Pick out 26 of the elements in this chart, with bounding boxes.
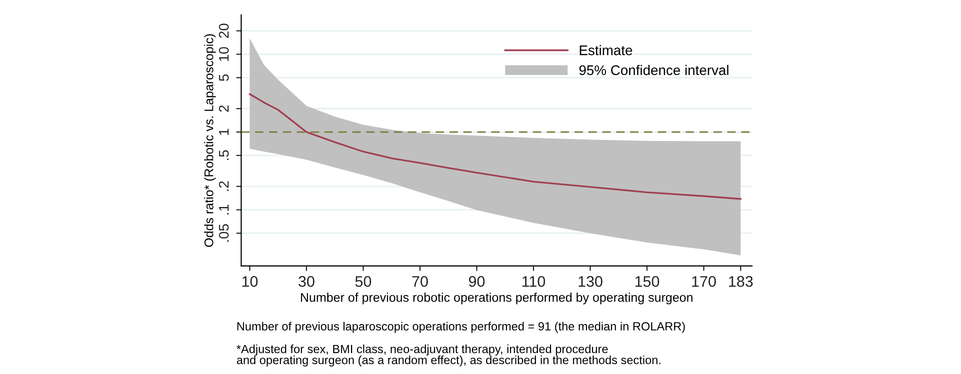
text: Number of previous laparoscopic operations performed = 91 (the median in ROLARR) [237,322,685,333]
x-tick-label: 50 [355,276,372,287]
y-tick-label: .1 [219,204,229,214]
text: *Adjusted for sex, BMI class, neo-adjuvant therapy, intended procedure and operating surgeon (as a random effect), as described in the methods section. [236,344,660,367]
y-tick-label: 1 [219,128,229,135]
x-tick-label: 110 [522,276,546,287]
x-tick-label: 183 [729,276,753,287]
y-axis-title: Odds ratio* (Robotic vs. Laparoscopic) [204,34,216,247]
y-tick-label: 5 [219,74,229,81]
y-tick-label: .05 [218,224,229,242]
y-tick-label: .5 [219,150,229,160]
line-series [248,93,742,200]
x-tick-label: 130 [578,276,602,287]
x-tick-label: 10 [242,276,258,287]
x-tick-label: 90 [468,276,485,287]
x-tick-label: 170 [692,276,716,287]
legend-label: Estimate [580,45,632,56]
y-tick-label: 2 [218,105,229,112]
x-tick-label: 30 [298,276,314,287]
x-tick-label: 70 [412,276,428,287]
x-tick-label: 150 [635,276,660,287]
y-tick-label: 20 [218,24,229,38]
y-tick-label: 10 [218,47,229,61]
legend-label: 95% Confidence interval [579,64,728,76]
x-axis-title: Number of previous robotic operations performed by operating surgeon [301,292,692,304]
y-tick-label: .2 [218,181,229,191]
